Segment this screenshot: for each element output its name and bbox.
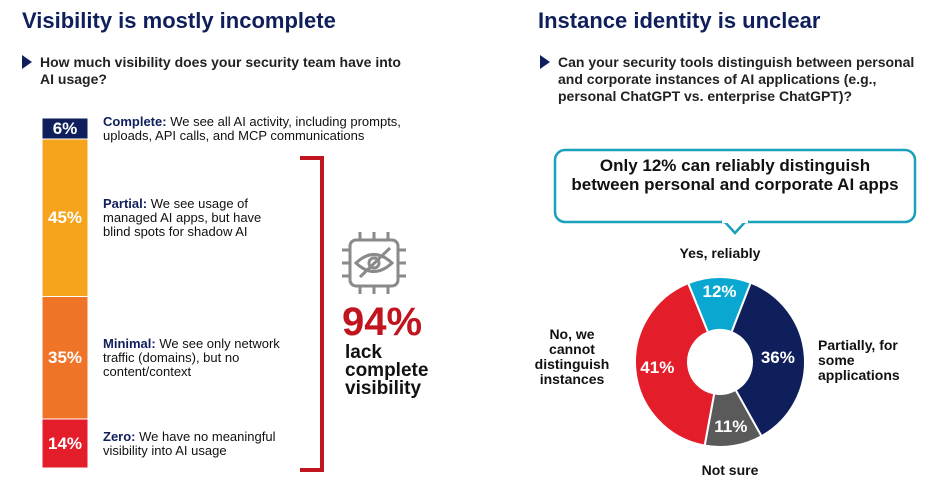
question: How much visibility does your security t…: [40, 54, 401, 87]
value-label: 36%: [760, 347, 795, 367]
bullet: [540, 55, 550, 69]
category-label: Minimal:: [103, 335, 156, 351]
bracket: [300, 156, 324, 472]
value-label: 35%: [47, 347, 83, 367]
bar-segment: [41, 138, 89, 297]
description: Complete: We see all AI activity, includ…: [103, 113, 453, 143]
chart-title: Visibility is mostly incomplete: [22, 8, 336, 33]
slice-label: Yes, reliably: [679, 245, 761, 261]
slice-label: No, we cannot distinguish instances: [534, 326, 610, 387]
slice-label: Not sure: [701, 462, 759, 478]
pie-slice: [634, 281, 716, 447]
category-label: Complete:: [103, 113, 167, 129]
description-text: We see only network traffic (domains), b…: [103, 335, 280, 379]
value-label: 12%: [702, 282, 737, 301]
value-label: 11%: [714, 417, 748, 437]
callout-join: [722, 218, 748, 223]
description: Minimal: We see only network traffic (do…: [103, 335, 283, 379]
pie-slice: [730, 281, 806, 438]
bar-segment: [41, 418, 89, 469]
value-label: 14%: [47, 433, 83, 453]
value-label: 41%: [640, 358, 675, 378]
description-text: We see usage of managed AI apps, but hav…: [103, 195, 262, 239]
value-label: 6%: [52, 118, 78, 138]
annotation-value: 94%: [342, 300, 423, 344]
eye-icon: [342, 232, 406, 294]
annotation-text: lack complete visibility: [345, 342, 429, 399]
bullet: [22, 55, 32, 69]
description: Partial: We see usage of managed AI apps…: [103, 195, 278, 239]
category-label: Partial:: [103, 195, 148, 211]
value-label: 45%: [47, 207, 83, 227]
slice-label: Partially, for some applications: [818, 337, 900, 383]
description-text: We see all AI activity, including prompt…: [103, 113, 401, 143]
bar-segment: [41, 296, 89, 420]
chart-title: Instance identity is unclear: [538, 8, 821, 33]
description: Zero: We have no meaningful visibility i…: [103, 428, 303, 458]
description-text: We have no meaningful visibility into AI…: [103, 428, 276, 458]
callout: Only 12% can reliably distinguish betwee…: [571, 156, 899, 194]
question: Can your security tools distinguish betw…: [558, 54, 915, 104]
category-label: Zero:: [103, 428, 136, 444]
